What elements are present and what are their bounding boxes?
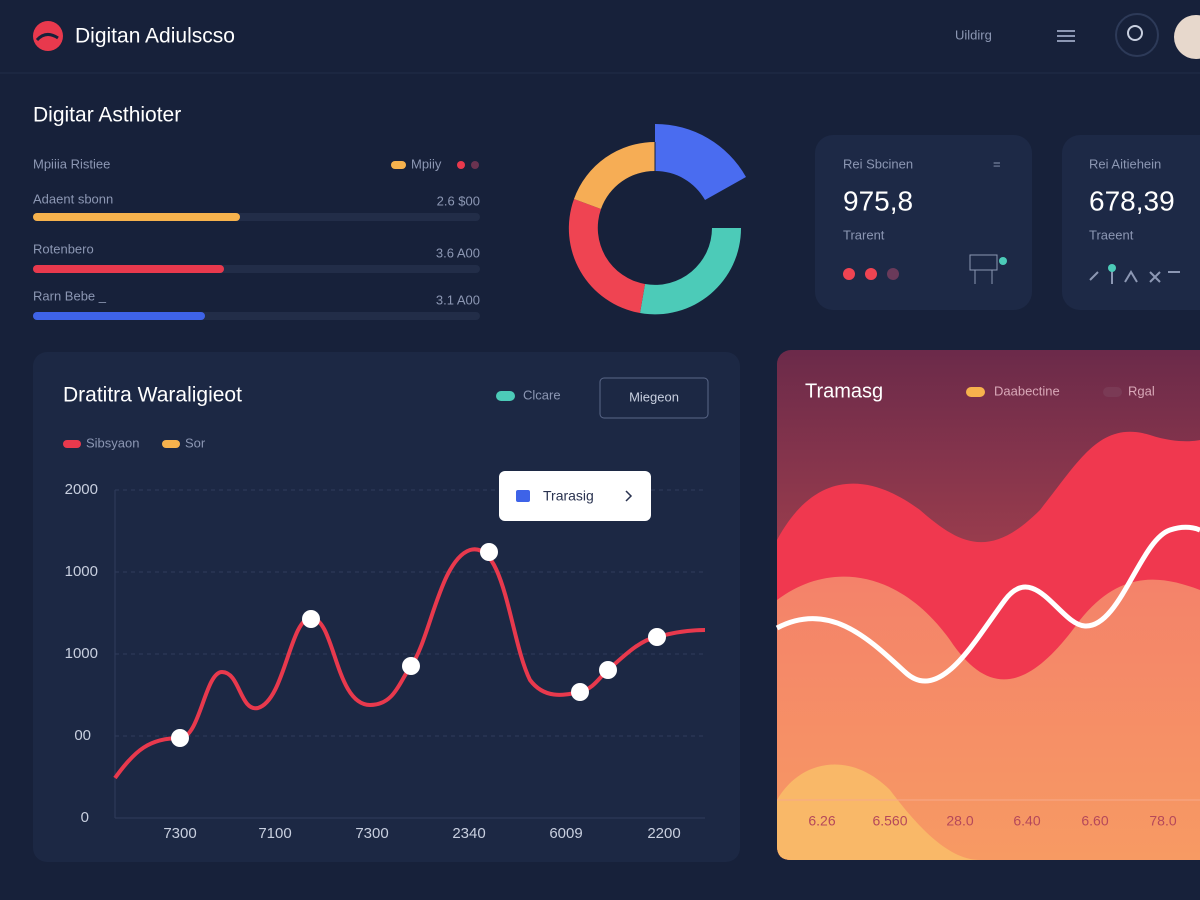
x-label: 2340 [452, 825, 485, 842]
status-dot [887, 268, 899, 280]
donut-segment [568, 199, 645, 313]
line-series [113, 547, 706, 780]
card-icon-dot [999, 257, 1007, 265]
card-value: 678,39 [1089, 185, 1175, 216]
progress-bar [33, 213, 240, 221]
area-line [775, 524, 1200, 684]
point[interactable] [571, 683, 589, 701]
line-panel [33, 352, 740, 862]
x-label: 28.0 [946, 813, 973, 829]
line-points [171, 543, 666, 747]
progress-bar [33, 265, 224, 273]
y-label: 1000 [65, 563, 98, 580]
status-dot [865, 268, 877, 280]
logo[interactable] [33, 21, 63, 51]
donut-segment [574, 142, 655, 209]
y-label: 2000 [65, 481, 98, 498]
search-icon [1127, 25, 1143, 41]
tooltip-chevron [625, 490, 633, 502]
row-label: Rotenbero [33, 241, 94, 256]
card-icon-dot [1108, 264, 1116, 272]
y-label: 00 [74, 727, 91, 744]
section-subtitle: Mpiiia Ristiee [33, 156, 110, 171]
point[interactable] [402, 657, 420, 675]
legend-swatch [162, 440, 180, 448]
row-value: 2.6 $00 [437, 193, 480, 208]
panel-title: Dratitra Waraligieot [63, 384, 242, 407]
legend-label: Clcare [523, 387, 561, 402]
card-icon [1089, 268, 1180, 284]
card-caption: Traeent [1089, 227, 1134, 242]
avatar[interactable] [1174, 15, 1200, 59]
app-title: Digitan Adiulscso [75, 25, 235, 48]
x-label: 6.26 [808, 813, 835, 829]
x-label: 6.40 [1013, 813, 1040, 829]
legend-swatch [1103, 387, 1122, 397]
stat-card[interactable] [1062, 135, 1200, 310]
x-label: 7300 [355, 825, 388, 842]
donut-segment [640, 228, 742, 315]
card-value: 975,8 [843, 185, 913, 216]
tooltip[interactable] [499, 471, 651, 521]
legend-swatch [391, 161, 406, 169]
panel-title: Tramasg [805, 380, 883, 402]
logo-mark [35, 33, 59, 42]
x-label: 6009 [549, 825, 582, 842]
legend-swatch [496, 391, 515, 401]
card-title: Rei Aitiehein [1089, 156, 1161, 171]
legend-label: Sibsyaon [86, 435, 139, 450]
tooltip-icon [516, 490, 530, 502]
x-label: 6.560 [872, 813, 907, 829]
x-label: 6.60 [1081, 813, 1108, 829]
card-title: Rei Sbcinen [843, 156, 913, 171]
stat-card[interactable] [815, 135, 1032, 310]
search-button[interactable] [1115, 13, 1159, 57]
point[interactable] [171, 729, 189, 747]
row-label: Adaent sbonn [33, 191, 113, 206]
y-label: 1000 [65, 645, 98, 662]
button-label[interactable]: Miegeon [629, 389, 679, 404]
section-title: Digitar Asthioter [33, 104, 181, 127]
x-label: 7300 [163, 825, 196, 842]
tooltip-label: Trarasig [543, 488, 594, 504]
row-value: 3.1 A00 [436, 292, 480, 307]
row-value: 3.6 A00 [436, 245, 480, 260]
donut-segment [655, 123, 746, 200]
menu-icon[interactable] [1057, 30, 1075, 42]
row-label: Rarn Bebe _ [33, 288, 107, 303]
y-label: 0 [81, 809, 89, 826]
point[interactable] [302, 610, 320, 628]
progress-bar [33, 312, 205, 320]
legend-dot [457, 161, 465, 169]
x-label: 78.0 [1149, 813, 1176, 829]
legend-swatch [63, 440, 81, 448]
legend-dot [471, 161, 479, 169]
point[interactable] [648, 628, 666, 646]
legend-label: Daabectine [994, 383, 1060, 398]
point[interactable] [599, 661, 617, 679]
legend-swatch [966, 387, 985, 397]
card-caption: Trarent [843, 227, 885, 242]
x-label: 2200 [647, 825, 680, 842]
x-label: 7100 [258, 825, 291, 842]
menu-label[interactable]: Uildirg [955, 27, 992, 42]
point[interactable] [480, 543, 498, 561]
panel-button[interactable] [599, 377, 709, 419]
status-dot [843, 268, 855, 280]
legend-label: Rgal [1128, 383, 1155, 398]
donut [568, 123, 746, 315]
card-menu[interactable]: = [993, 156, 1001, 171]
legend-label: Sor [185, 435, 206, 450]
card-icon [969, 254, 998, 284]
area-layer [777, 764, 980, 860]
legend-label: Mpiiy [411, 156, 442, 171]
